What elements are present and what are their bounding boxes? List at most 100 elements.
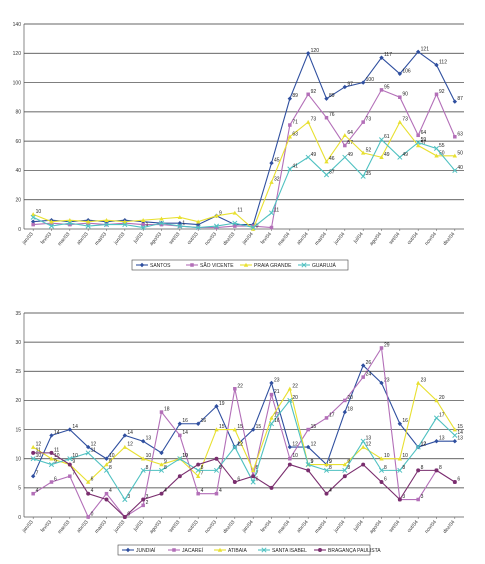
x-tick-set/03: set/03 bbox=[168, 231, 181, 245]
point-1-4 bbox=[104, 491, 109, 496]
point-0-17 bbox=[342, 84, 348, 90]
point-2-4 bbox=[104, 462, 109, 467]
point-1-15 bbox=[306, 427, 310, 432]
x-tick-fev/04: fev/04 bbox=[260, 231, 273, 245]
data-label-0-16: 9 bbox=[329, 459, 332, 465]
point-1-13 bbox=[269, 225, 274, 230]
point-0-10 bbox=[214, 404, 219, 409]
data-label-2-11: 11 bbox=[237, 207, 242, 213]
data-label-2-10: 15 bbox=[219, 424, 225, 430]
data-label-3-15: 9 bbox=[311, 459, 314, 465]
data-label-1-0: 4 bbox=[36, 488, 39, 494]
point-4-2 bbox=[67, 462, 72, 467]
x-tick-abr/04: abr/04 bbox=[296, 519, 310, 534]
data-label-1-10: 4 bbox=[219, 488, 222, 494]
legend-label-0: SANTOS bbox=[150, 263, 171, 269]
data-label-3-15: 49 bbox=[311, 152, 317, 158]
point-3-4 bbox=[103, 222, 110, 228]
point-3-8 bbox=[177, 223, 183, 229]
x-tick-out/04: out/04 bbox=[406, 231, 420, 246]
point-1-19 bbox=[379, 88, 384, 92]
point-4-21 bbox=[416, 468, 421, 473]
data-label-4-3: 4 bbox=[91, 488, 94, 494]
legend-box bbox=[117, 544, 371, 556]
data-label-3-8: 1 bbox=[182, 221, 185, 227]
point-1-23 bbox=[453, 134, 457, 139]
point-1-18 bbox=[361, 120, 365, 124]
x-tick-jan/04: jan/04 bbox=[241, 231, 255, 246]
x-tick-mar/03: mar/03 bbox=[57, 231, 72, 247]
data-label-2-8: 10 bbox=[182, 453, 188, 459]
point-1-14 bbox=[288, 123, 292, 127]
x-tick-ago/03: ago/03 bbox=[149, 231, 164, 247]
legend-marker-3 bbox=[301, 262, 307, 268]
y-tick-5: 5 bbox=[18, 486, 21, 492]
point-0-5 bbox=[122, 433, 128, 438]
point-0-23 bbox=[452, 99, 458, 104]
point-2-9 bbox=[195, 219, 201, 224]
data-label-0-21: 121 bbox=[421, 46, 430, 52]
data-label-3-5: 3 bbox=[127, 494, 130, 500]
legend-item-3: SANTA ISABEL bbox=[258, 547, 307, 554]
point-0-20 bbox=[397, 71, 403, 76]
data-label-3-23: 40 bbox=[457, 165, 463, 171]
data-label-2-16: 9 bbox=[329, 459, 332, 465]
data-label-2-5: 12 bbox=[127, 442, 133, 448]
x-tick-mai/04: mai/04 bbox=[314, 519, 328, 535]
data-label-1-3: 0 bbox=[91, 512, 94, 518]
data-label-3-21: 59 bbox=[421, 137, 427, 143]
data-label-3-13: 16 bbox=[274, 418, 280, 424]
data-label-1-18: 24 bbox=[366, 372, 372, 378]
data-label-2-0: 10 bbox=[36, 209, 42, 215]
data-label-2-6: 10 bbox=[146, 453, 152, 459]
legend-item-0: SANTOS bbox=[136, 262, 171, 269]
data-label-0-19: 23 bbox=[384, 377, 390, 383]
data-label-4-19: 6 bbox=[384, 477, 387, 483]
point-3-18 bbox=[360, 438, 366, 444]
x-tick-jan/03: jan/03 bbox=[21, 231, 35, 246]
point-1-1 bbox=[49, 480, 54, 484]
legend-item-2: PRAIA GRANDE bbox=[240, 262, 292, 269]
point-3-2 bbox=[67, 456, 73, 462]
point-3-0 bbox=[30, 456, 36, 462]
data-label-1-19: 29 bbox=[384, 342, 390, 348]
data-label-4-1: 11 bbox=[54, 447, 59, 453]
point-4-20 bbox=[397, 497, 402, 502]
data-label-0-10: 19 bbox=[219, 401, 225, 407]
point-0-8 bbox=[177, 421, 183, 426]
point-2-23 bbox=[452, 153, 458, 158]
data-label-2-23: 15 bbox=[457, 424, 463, 430]
point-2-3 bbox=[85, 479, 91, 484]
data-label-4-11: 6 bbox=[237, 477, 240, 483]
point-3-21 bbox=[415, 444, 421, 450]
data-label-0-0: 7 bbox=[36, 471, 39, 477]
x-tick-out/03: out/03 bbox=[186, 231, 200, 246]
point-3-13 bbox=[268, 421, 275, 427]
point-2-13 bbox=[269, 415, 274, 420]
data-label-0-17: 18 bbox=[347, 407, 353, 413]
x-tick-out/03: out/03 bbox=[186, 519, 200, 534]
point-0-0 bbox=[30, 474, 36, 479]
data-label-4-21: 8 bbox=[421, 465, 424, 471]
point-1-6 bbox=[141, 503, 145, 508]
data-label-2-15: 73 bbox=[311, 117, 317, 123]
point-4-6 bbox=[141, 497, 146, 502]
data-label-1-21: 3 bbox=[421, 494, 424, 500]
data-label-2-9: 7 bbox=[201, 471, 204, 477]
point-2-12 bbox=[250, 226, 256, 231]
data-label-0-13: 23 bbox=[274, 377, 280, 383]
point-1-22 bbox=[434, 92, 439, 97]
x-tick-abr/03: abr/03 bbox=[76, 519, 90, 534]
point-3-16 bbox=[323, 467, 330, 473]
point-2-15 bbox=[305, 119, 311, 124]
point-2-0 bbox=[30, 212, 36, 217]
point-3-20 bbox=[397, 467, 403, 473]
point-3-9 bbox=[195, 224, 201, 231]
x-tick-jul/03: jul/03 bbox=[132, 519, 145, 533]
data-label-1-17: 57 bbox=[347, 140, 353, 146]
point-3-10 bbox=[213, 223, 220, 229]
